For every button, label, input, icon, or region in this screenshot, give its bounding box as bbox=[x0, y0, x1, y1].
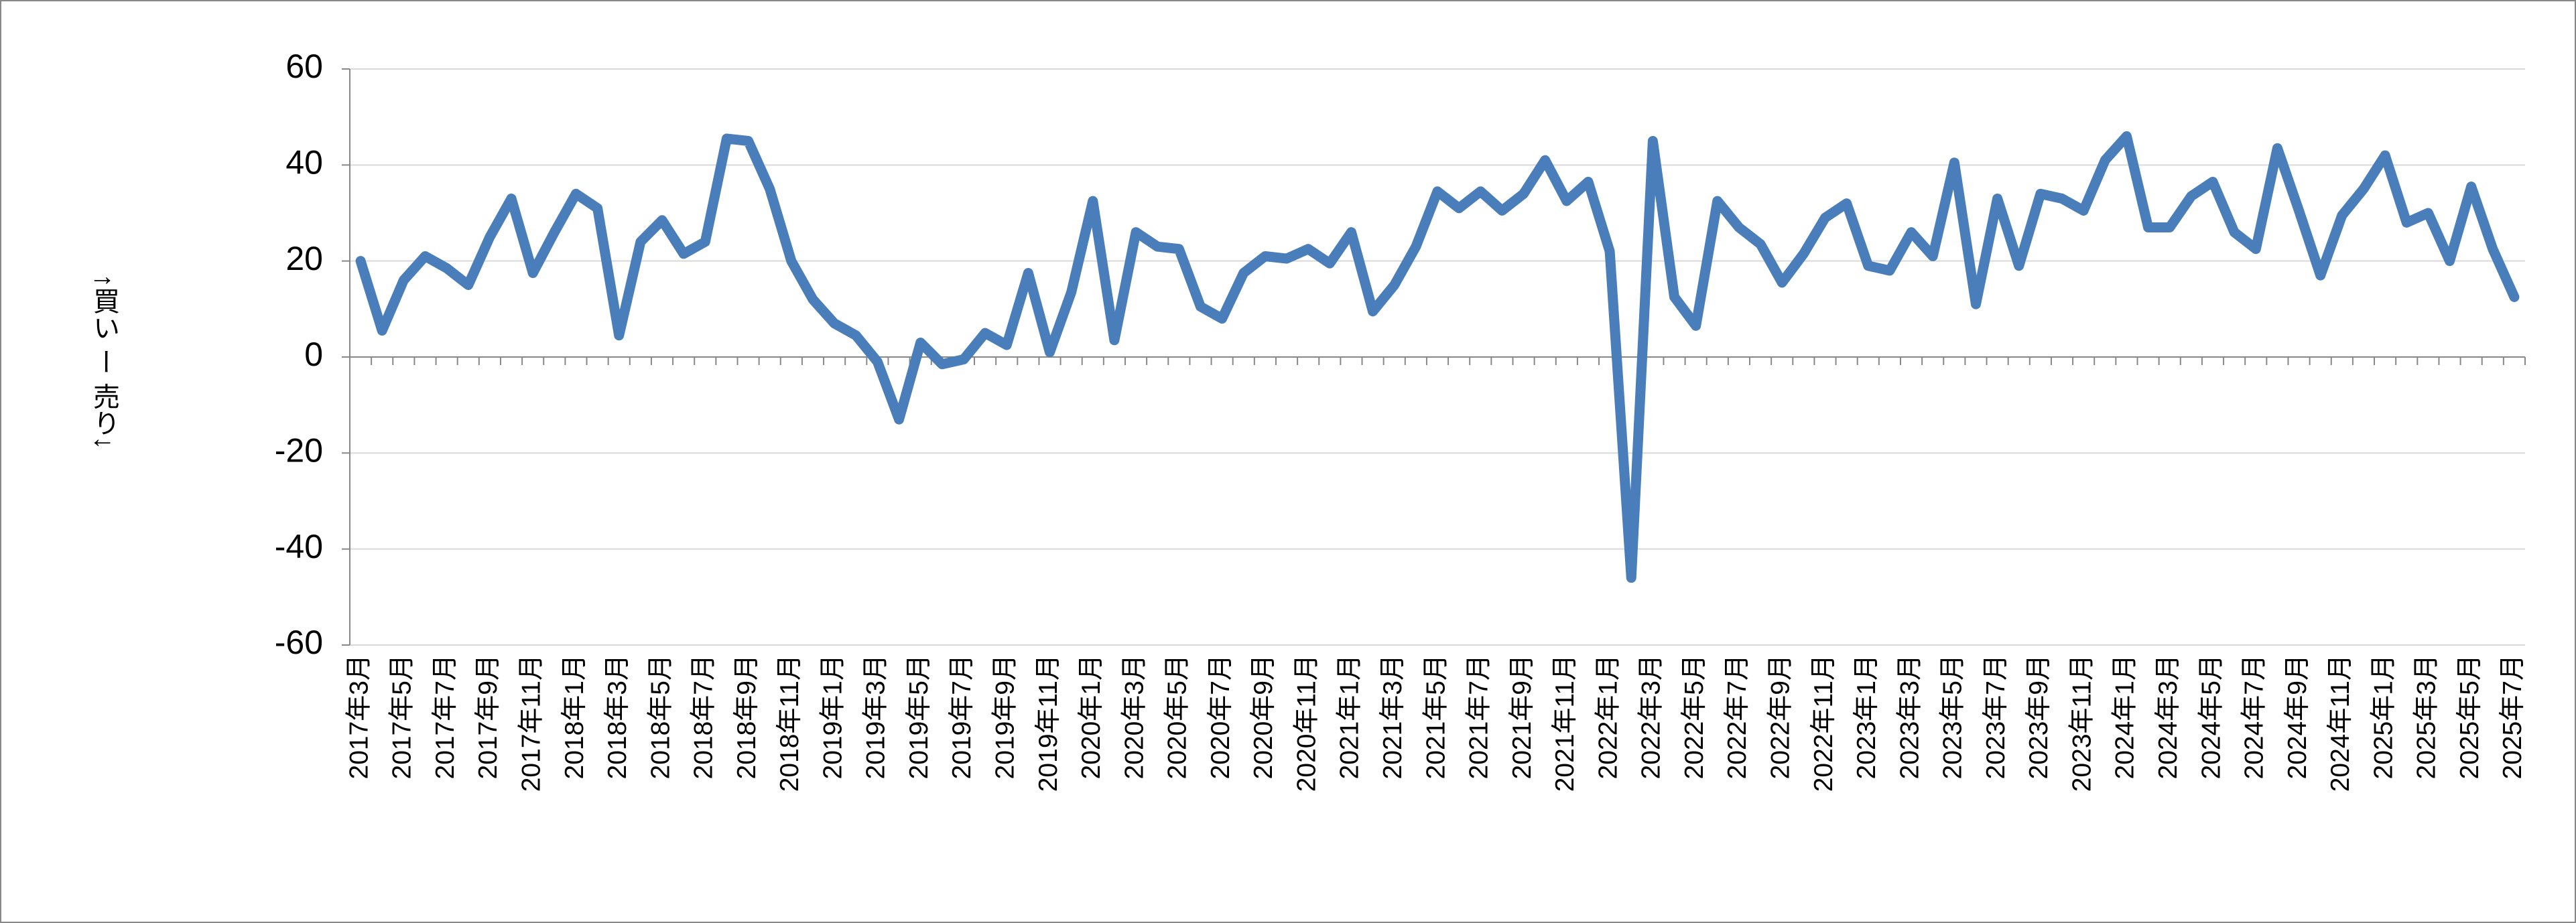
x-tick-label: 2023年1月 bbox=[1852, 654, 1881, 779]
x-tick-label: 2020年11月 bbox=[1292, 654, 1321, 792]
data-line bbox=[355, 131, 2520, 583]
x-tick-label: 2024年9月 bbox=[2283, 654, 2312, 779]
y-tick-label: -20 bbox=[275, 432, 323, 470]
x-tick-label: 2025年3月 bbox=[2412, 654, 2441, 779]
x-tick-label: 2020年9月 bbox=[1249, 654, 1278, 779]
x-tick-label: 2019年5月 bbox=[905, 654, 933, 779]
x-tick-label: 2023年9月 bbox=[2024, 654, 2053, 779]
x-tick-label: 2022年11月 bbox=[1809, 654, 1838, 792]
x-tick-label: 2022年3月 bbox=[1637, 654, 1666, 779]
x-tick-label: 2019年1月 bbox=[818, 654, 847, 779]
y-tick-label: 60 bbox=[285, 48, 323, 85]
x-tick-label: 2023年7月 bbox=[1982, 654, 2010, 779]
x-tick-label: 2021年7月 bbox=[1465, 654, 1494, 779]
x-tick-label: 2019年9月 bbox=[991, 654, 1020, 779]
y-tick-label: 40 bbox=[285, 144, 323, 182]
x-tick-label: 2021年11月 bbox=[1551, 654, 1580, 792]
x-tick-label: 2020年1月 bbox=[1077, 654, 1106, 779]
x-tick-label: 2022年9月 bbox=[1766, 654, 1795, 779]
x-tick-label: 2017年3月 bbox=[344, 654, 373, 779]
x-tick-label: 2021年3月 bbox=[1378, 654, 1407, 779]
x-tick-label: 2021年1月 bbox=[1336, 654, 1364, 779]
x-tick-label: 2018年5月 bbox=[646, 654, 675, 779]
x-tick-label: 2020年3月 bbox=[1120, 654, 1149, 779]
x-tick-label: 2025年1月 bbox=[2369, 654, 2398, 779]
x-tick-label: 2023年3月 bbox=[1895, 654, 1924, 779]
x-tick-label: 2021年5月 bbox=[1421, 654, 1450, 779]
x-tick-label: 2020年7月 bbox=[1206, 654, 1235, 779]
x-tick-label: 2017年5月 bbox=[388, 654, 417, 779]
x-tick-label: 2019年11月 bbox=[1034, 654, 1063, 792]
x-tick-label: 2019年3月 bbox=[862, 654, 891, 779]
x-tick-label: 2025年5月 bbox=[2455, 654, 2484, 779]
x-tick-label: 2024年11月 bbox=[2326, 654, 2355, 792]
y-tick-label: -40 bbox=[275, 528, 323, 565]
x-tick-label: 2017年11月 bbox=[517, 654, 545, 792]
x-tick-label: 2018年3月 bbox=[603, 654, 632, 779]
x-tick-label: 2017年7月 bbox=[431, 654, 460, 779]
x-tick-label: 2024年1月 bbox=[2111, 654, 2140, 779]
x-tick-label: 2022年1月 bbox=[1594, 654, 1622, 779]
y-tick-label: 20 bbox=[285, 240, 323, 277]
x-tick-label: 2017年9月 bbox=[474, 654, 503, 779]
x-tick-label: 2018年9月 bbox=[732, 654, 761, 779]
x-tick-label: 2018年1月 bbox=[560, 654, 589, 779]
x-tick-label: 2018年11月 bbox=[775, 654, 804, 792]
x-tick-label: 2021年9月 bbox=[1508, 654, 1537, 779]
y-tick-label: 0 bbox=[304, 336, 323, 373]
y-tick-label: -60 bbox=[275, 624, 323, 661]
x-tick-label: 2019年7月 bbox=[948, 654, 976, 779]
x-tick-label: 2024年5月 bbox=[2197, 654, 2226, 779]
x-tick-label: 2022年7月 bbox=[1723, 654, 1752, 779]
x-tick-label: 2023年11月 bbox=[2067, 654, 2096, 792]
x-tick-label: 2024年3月 bbox=[2154, 654, 2183, 779]
x-tick-label: 2023年5月 bbox=[1939, 654, 1968, 779]
x-tick-label: 2022年5月 bbox=[1680, 654, 1709, 779]
x-tick-label: 2018年7月 bbox=[690, 654, 718, 779]
y-axis-label: ↑買い ー 売り↓ bbox=[89, 274, 119, 449]
x-tick-label: 2024年7月 bbox=[2240, 654, 2269, 779]
x-tick-label: 2025年7月 bbox=[2498, 654, 2527, 779]
x-tick-label: 2020年5月 bbox=[1163, 654, 1192, 779]
